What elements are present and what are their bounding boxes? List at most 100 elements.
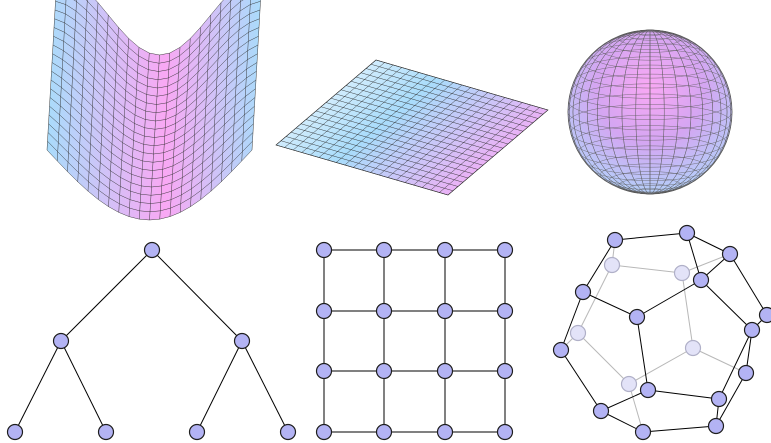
tree-node (188, 423, 206, 441)
dodecahedron-edge (729, 253, 768, 316)
plane-surface (275, 59, 549, 196)
dodecahedron-hidden-node (569, 324, 587, 342)
plane-mesh-line (310, 69, 411, 156)
grid-node (375, 362, 393, 380)
dodecahedron-node (552, 341, 570, 359)
dodecahedron-hidden-edge (577, 264, 613, 334)
grid-node (496, 302, 514, 320)
saddle-mesh-line (73, 0, 244, 72)
saddle-mesh-line (53, 36, 259, 113)
tree-node (279, 423, 297, 441)
dodecahedron-edge (560, 349, 602, 412)
sphere-latitude-line (618, 178, 682, 193)
saddle-mesh-line (50, 79, 257, 155)
sphere-latitude-line (574, 125, 726, 160)
dodecahedron-node (639, 381, 657, 399)
binary-tree-graph (6, 241, 297, 441)
plane-mesh-line (284, 62, 385, 148)
plane-mesh-line (336, 77, 437, 163)
dodecahedron-hidden-node (673, 264, 691, 282)
dodecahedron-node (628, 308, 646, 326)
sphere-latitude-line (578, 56, 722, 89)
dodecahedron-edge (582, 239, 616, 293)
saddle-mesh-line (52, 44, 259, 122)
dodecahedron-hidden-edge (577, 332, 630, 385)
tree-node (233, 332, 251, 350)
plane-mesh-line (387, 92, 488, 178)
dodecahedron-node (692, 271, 710, 289)
dodecahedron-hidden-node (684, 339, 702, 357)
saddle-mesh-line (95, 0, 224, 56)
grid-node (496, 241, 514, 259)
grid-graph (315, 241, 514, 441)
plane-mesh-line (447, 109, 549, 196)
grid-node (496, 362, 514, 380)
dodecahedron-node (574, 283, 592, 301)
dodecahedron-edge (642, 425, 717, 433)
sphere-latitude-line (608, 171, 692, 190)
dodecahedron-hidden-node (620, 375, 638, 393)
tree-node (6, 423, 24, 441)
plane-mesh-line (327, 74, 428, 161)
sphere-latitude-line (599, 163, 701, 186)
grid-node (436, 362, 454, 380)
tree-edge (60, 249, 153, 342)
grid-node (436, 302, 454, 320)
sphere-latitude-line (578, 135, 722, 168)
saddle-mesh-line (46, 149, 253, 221)
plane-mesh-line (439, 107, 540, 193)
grid-node (375, 302, 393, 320)
saddle-mesh-line (54, 9, 261, 89)
dodecahedron-edge (582, 291, 638, 318)
saddle-mesh-line (54, 18, 260, 97)
plane-mesh-line (353, 82, 454, 168)
plane-mesh-line (422, 102, 523, 188)
dodecahedron-node (678, 224, 696, 242)
grid-node (375, 241, 393, 259)
saddle-mesh-line (48, 114, 255, 188)
dodecahedron-hidden-edge (628, 347, 694, 385)
dodecahedron-hidden-edge (681, 272, 694, 349)
grid-node (375, 423, 393, 441)
dodecahedron-node (606, 231, 624, 249)
grid-node (315, 241, 333, 259)
plane-mesh-line (404, 97, 506, 183)
saddle-mesh-line (51, 71, 257, 146)
dodecahedron-hidden-edge (611, 264, 683, 274)
plane-mesh-line (301, 67, 402, 153)
sphere-latitude-line (574, 64, 726, 99)
saddle-mesh-line (52, 53, 258, 130)
plane-mesh-line (361, 84, 463, 171)
grid-node (315, 302, 333, 320)
tree-node (143, 241, 161, 259)
sphere-longitude-line (569, 29, 731, 195)
grid-node (496, 423, 514, 441)
dodecahedron-node (707, 417, 725, 435)
dodecahedron-node (758, 306, 771, 324)
dodecahedron-edge (636, 316, 649, 391)
dodecahedron-hidden-edge (692, 347, 747, 374)
tree-node (52, 332, 70, 350)
dodecahedron-edge (614, 232, 688, 241)
plane-mesh-line (344, 79, 445, 166)
dodecahedron-node (721, 245, 739, 263)
saddle-mesh-line (55, 1, 261, 80)
saddle-mesh-line (47, 141, 253, 212)
grid-node (315, 423, 333, 441)
dodecahedron-edge (560, 291, 584, 351)
plane-mesh-line (396, 94, 497, 181)
dodecahedron-edge (700, 279, 753, 331)
saddle-mesh-line (48, 123, 254, 196)
tree-edge (196, 340, 243, 433)
dodecahedron-edge (718, 329, 753, 400)
dodecahedron-edge (715, 372, 747, 427)
dodecahedron-edge (600, 389, 649, 412)
dodecahedron-node (634, 423, 652, 441)
dodecahedron-node (743, 321, 761, 339)
saddle-mesh-line (85, 0, 233, 64)
plane-mesh-line (293, 64, 394, 151)
saddle-surface (46, 0, 261, 221)
dodecahedron-hidden-edge (681, 253, 731, 274)
plane-mesh-line (430, 104, 531, 191)
